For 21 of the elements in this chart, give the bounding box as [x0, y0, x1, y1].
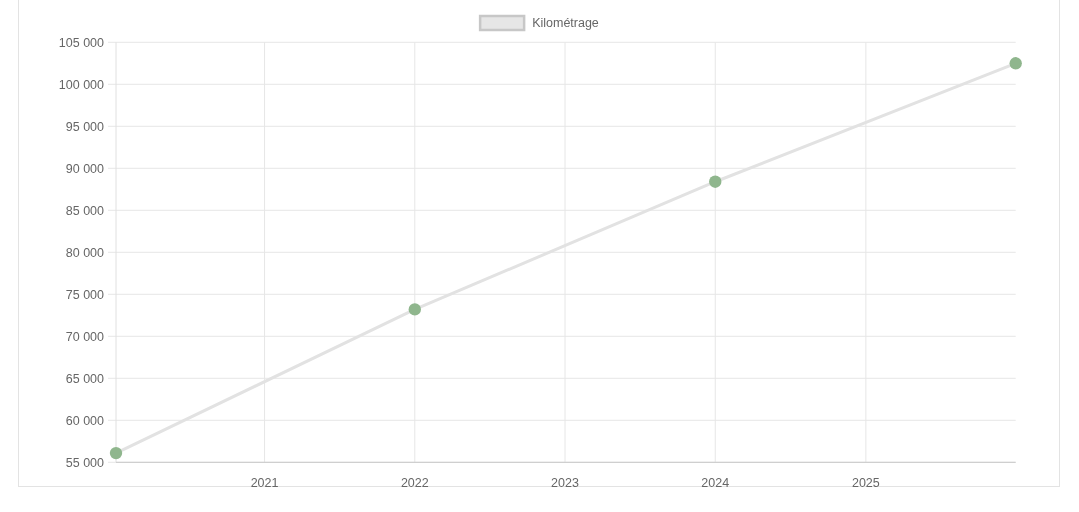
- y-tick-label: 95 000: [65, 119, 105, 134]
- y-tick-label: 85 000: [65, 203, 105, 218]
- x-tick-label: 2023: [551, 475, 579, 490]
- x-tick-label: 2021: [250, 475, 279, 490]
- y-tick-label: 65 000: [65, 371, 105, 386]
- y-tick-label: 100 000: [58, 77, 105, 92]
- point: [709, 175, 722, 188]
- point: [109, 446, 123, 460]
- y-tick-label: 90 000: [65, 161, 105, 176]
- point: [408, 303, 421, 316]
- x-tick-label: 2024: [701, 475, 730, 490]
- legend-label: Kilométrage: [532, 16, 599, 31]
- x-tick-label: 2025: [851, 475, 880, 490]
- y-tick-label: 75 000: [65, 287, 105, 302]
- y-tick-label: 80 000: [65, 245, 105, 260]
- y-tick-label: 70 000: [65, 329, 105, 344]
- y-tick-label: 55 000: [65, 455, 105, 470]
- y-tick-label: 105 000: [58, 35, 105, 50]
- x-tick-label: 2022: [400, 475, 429, 490]
- point: [1009, 57, 1022, 70]
- y-tick-label: 60 000: [65, 413, 105, 428]
